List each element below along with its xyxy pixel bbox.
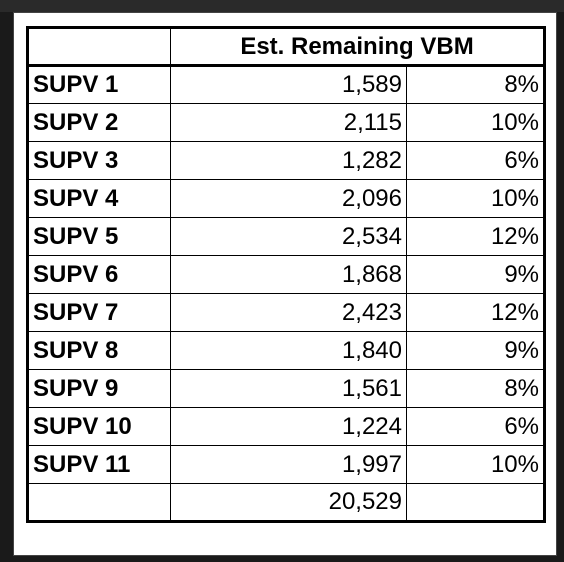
row-value: 1,997 — [170, 445, 407, 484]
header-blank-cell — [26, 26, 171, 66]
row-value: 1,561 — [170, 369, 407, 408]
row-label: SUPV 7 — [26, 293, 171, 332]
row-value: 2,115 — [170, 103, 407, 142]
row-label: SUPV 4 — [26, 179, 171, 218]
row-label: SUPV 1 — [26, 64, 171, 104]
table-row: SUPV 6 1,868 9% — [26, 255, 546, 294]
row-percent: 6% — [406, 407, 546, 446]
row-percent: 10% — [406, 445, 546, 484]
total-value: 20,529 — [170, 483, 407, 523]
row-value: 1,282 — [170, 141, 407, 180]
table-row: SUPV 5 2,534 12% — [26, 217, 546, 256]
table-row: SUPV 1 1,589 8% — [26, 64, 546, 104]
row-value: 1,868 — [170, 255, 407, 294]
table-row: SUPV 2 2,115 10% — [26, 103, 546, 142]
table-frame: Est. Remaining VBM SUPV 1 1,589 8% SUPV 2 2,… — [13, 12, 557, 556]
table-row: SUPV 3 1,282 6% — [26, 141, 546, 180]
row-percent: 9% — [406, 255, 546, 294]
header-remaining-vbm: Est. Remaining VBM — [170, 26, 546, 66]
row-percent: 10% — [406, 179, 546, 218]
table-row: SUPV 11 1,997 10% — [26, 445, 546, 484]
table-row: SUPV 4 2,096 10% — [26, 179, 546, 218]
table-row: SUPV 7 2,423 12% — [26, 293, 546, 332]
table-body: SUPV 1 1,589 8% SUPV 2 2,115 10% SUPV 3 1,282 6%… — [26, 64, 546, 523]
row-value: 2,096 — [170, 179, 407, 218]
total-percent — [406, 483, 546, 523]
row-label: SUPV 3 — [26, 141, 171, 180]
row-value: 1,224 — [170, 407, 407, 446]
total-label — [26, 483, 171, 523]
row-label: SUPV 10 — [26, 407, 171, 446]
row-percent: 12% — [406, 217, 546, 256]
row-label: SUPV 6 — [26, 255, 171, 294]
row-value: 1,840 — [170, 331, 407, 370]
table-row: SUPV 9 1,561 8% — [26, 369, 546, 408]
row-percent: 12% — [406, 293, 546, 332]
row-value: 1,589 — [170, 64, 407, 104]
row-label: SUPV 8 — [26, 331, 171, 370]
row-label: SUPV 9 — [26, 369, 171, 408]
vbm-table: Est. Remaining VBM SUPV 1 1,589 8% SUPV 2 2,… — [26, 26, 546, 523]
row-percent: 9% — [406, 331, 546, 370]
row-percent: 8% — [406, 64, 546, 104]
total-row: 20,529 — [26, 483, 546, 523]
row-percent: 8% — [406, 369, 546, 408]
row-label: SUPV 11 — [26, 445, 171, 484]
row-percent: 10% — [406, 103, 546, 142]
row-label: SUPV 2 — [26, 103, 171, 142]
row-percent: 6% — [406, 141, 546, 180]
row-value: 2,423 — [170, 293, 407, 332]
header-row: Est. Remaining VBM — [26, 26, 546, 66]
row-value: 2,534 — [170, 217, 407, 256]
top-strip — [0, 0, 564, 12]
table-row: SUPV 8 1,840 9% — [26, 331, 546, 370]
table-row: SUPV 10 1,224 6% — [26, 407, 546, 446]
row-label: SUPV 5 — [26, 217, 171, 256]
